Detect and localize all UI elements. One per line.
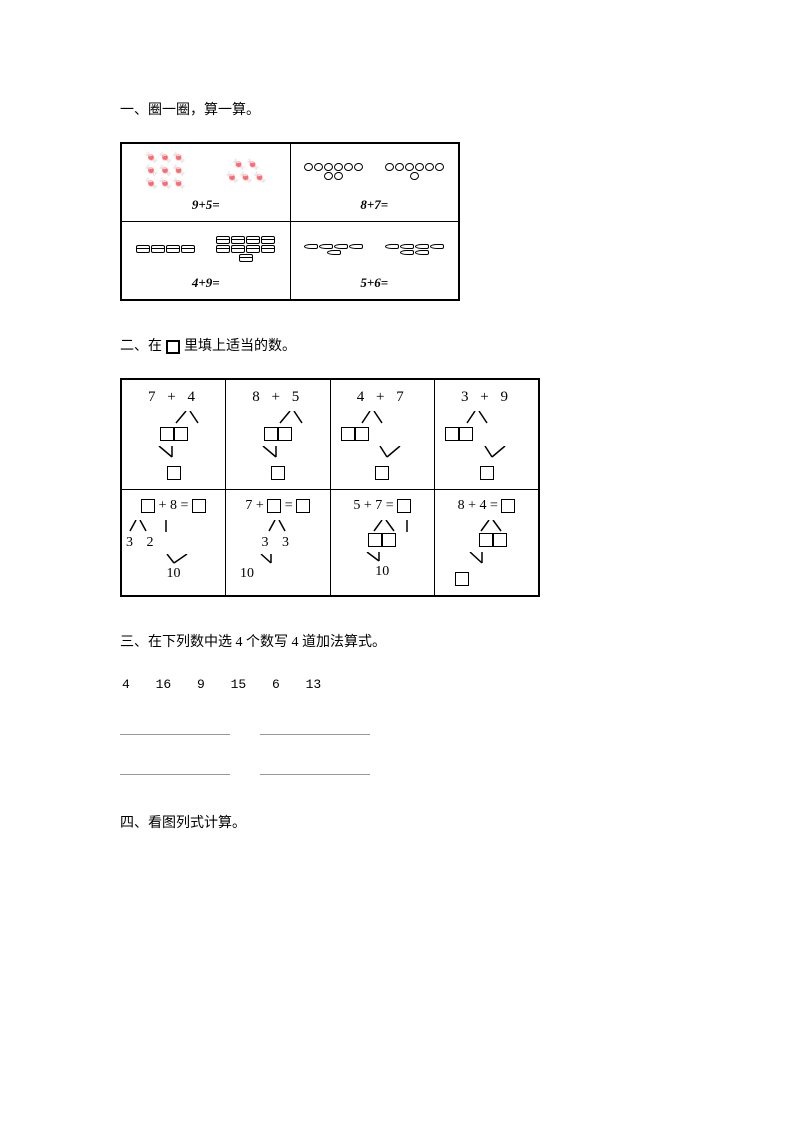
equation-4: 5+6= [294,273,456,296]
decomp-cell-7: 5 + 7 = 10 [330,490,435,597]
nums-2: 3 3 [228,532,328,554]
prefix-3: 5 + 7 = [353,498,393,513]
decomp-cell-2: 8 + 5 [226,379,331,489]
equation-2: 8+7= [294,195,456,218]
blank-line[interactable] [260,721,370,735]
cell-4plus9: 4+9= [121,222,290,300]
box-icon [166,340,180,354]
circle-calculate-table: 🍬🍬🍬🍬🍬🍬🍬🍬🍬 🍬🍬🍬🍬🍬 9+5= 8+7= [120,142,460,301]
split-lines-icon [253,520,303,532]
blank-line[interactable] [120,761,230,775]
cell-5plus6: 5+6= [290,222,459,300]
section1-title-text: 一、圈一圈，算一算。 [120,100,260,122]
numbers-list: 4 16 9 15 6 13 [120,675,680,696]
expr-3: 4 + 7 [333,385,433,409]
section3-title: 三、在下列数中选 4 个数写 4 道加法算式。 [120,632,680,654]
ten-1: 10 [124,563,223,585]
answer-blanks [120,721,680,784]
merge-line-icon [144,446,204,458]
fill-boxes-table: 7 + 4 8 + 5 4 + 7 3 + 9 [120,378,540,597]
merge-line-icon [462,552,512,564]
cell-8plus7: 8+7= [290,143,459,221]
decomp-cell-1: 7 + 4 [121,379,226,489]
cell-9plus5: 🍬🍬🍬🍬🍬🍬🍬🍬🍬 🍬🍬🍬🍬🍬 9+5= [121,143,290,221]
prefix-2: 7 + [245,498,263,513]
merge-line-icon [352,446,412,458]
nums-1: 3 2 [124,532,223,554]
blank-line[interactable] [120,721,230,735]
split-lines-icon [126,520,176,532]
decomp-cell-4: 3 + 9 [435,379,540,489]
expr-2: 8 + 5 [228,385,328,409]
section4-title: 四、看图列式计算。 [120,813,680,835]
expr-4: 3 + 9 [437,385,536,409]
section3-title-text: 三、在下列数中选 4 个数写 4 道加法算式。 [120,632,386,654]
expr-1: 7 + 4 [124,385,223,409]
ten-3: 10 [333,561,433,583]
prefix-4: 8 + 4 = [458,498,498,513]
decomp-cell-5: + 8 = 3 2 10 [121,490,226,597]
decomp-cell-8: 8 + 4 = [435,490,540,597]
section1-title: 一、圈一圈，算一算。 [120,100,680,122]
merge-line-icon [248,446,308,458]
equation-3: 4+9= [125,273,287,296]
blank-line[interactable] [260,761,370,775]
section4-title-text: 四、看图列式计算。 [120,813,246,835]
merge-line-icon [457,446,517,458]
decomp-cell-3: 4 + 7 [330,379,435,489]
ten-2: 10 [228,563,328,585]
decomp-cell-6: 7 + = 3 3 10 [226,490,331,597]
equation-1: 9+5= [125,195,287,218]
section2-title: 二、在 里填上适当的数。 [120,336,680,358]
section2-title-after: 里填上适当的数。 [184,336,296,358]
section2-title-before: 二、在 [120,336,162,358]
